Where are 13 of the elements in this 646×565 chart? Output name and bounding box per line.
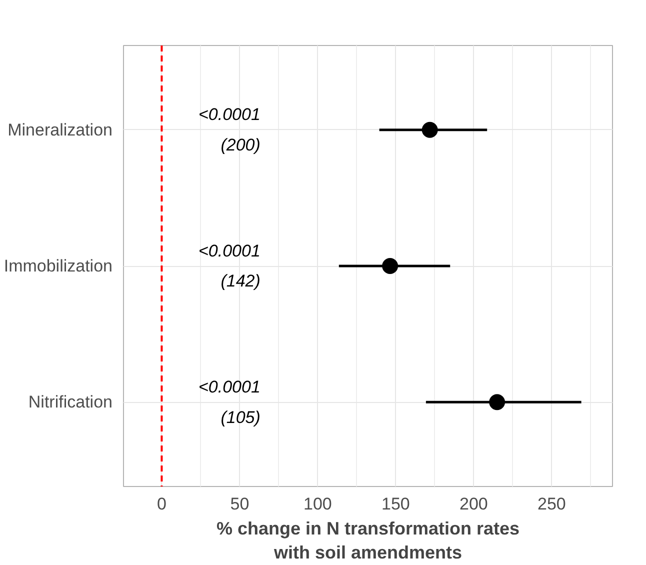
annotation: <0.0001 (200) [198,105,260,155]
x-tick-label: 50 [230,494,250,514]
x-tick-label: 250 [537,494,566,514]
annotation: <0.0001 (142) [198,241,260,291]
x-tick-label: 200 [459,494,488,514]
x-tick-label: 0 [156,494,166,514]
y-tick-label: Nitrification [28,392,113,412]
x-axis-title: % change in N transformation rates with soil amendments [216,518,520,562]
x-tick-label: 100 [304,494,332,514]
y-tick-label: Immobilization [4,256,113,276]
x-tick-label: 150 [382,494,410,514]
annotation: <0.0001 (105) [198,377,260,427]
y-tick-label: Mineralization [8,120,113,140]
